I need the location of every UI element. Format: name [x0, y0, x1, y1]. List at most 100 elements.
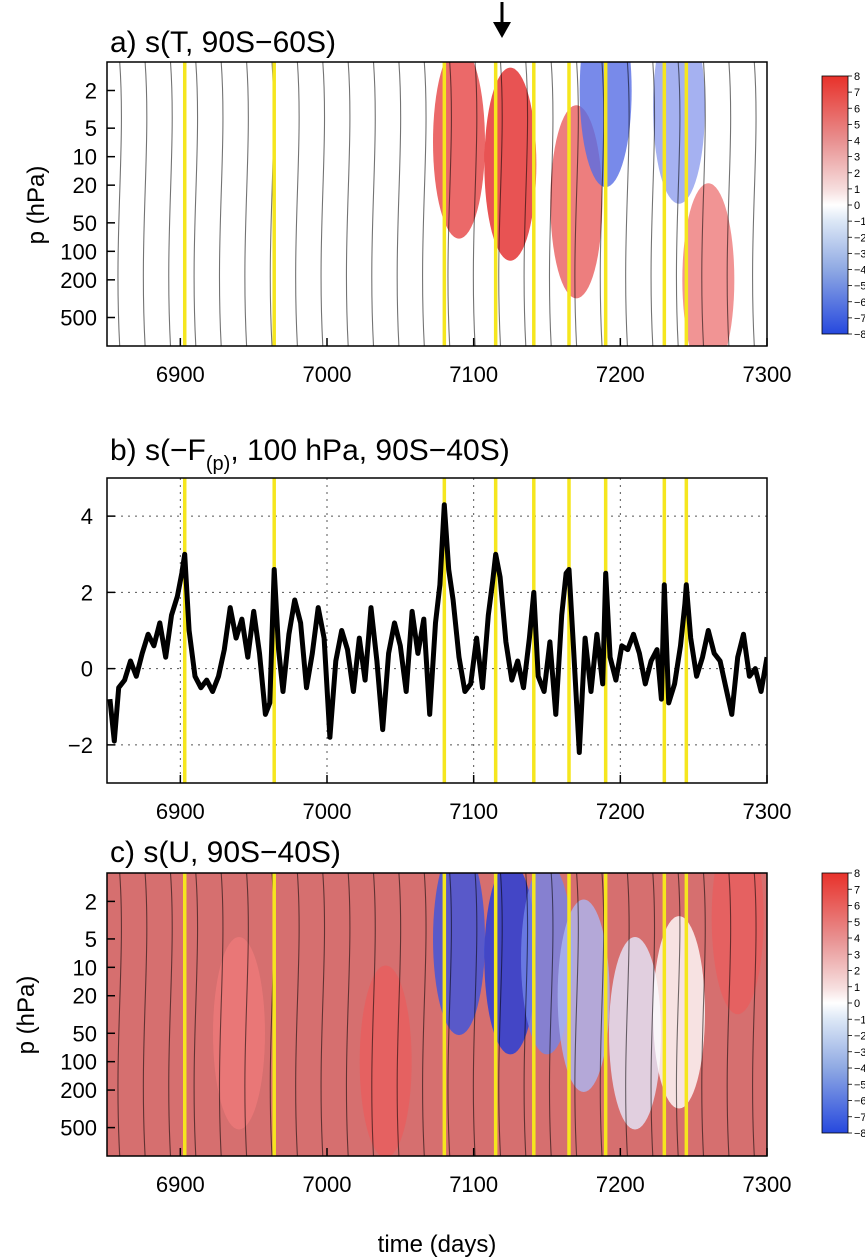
panel-c-colorbar-label-4: 4 — [854, 933, 860, 945]
panel-b-xtick-4: 7300 — [743, 799, 792, 824]
panel-a-ytick-4: 50 — [73, 211, 97, 236]
panel-a-contour-0 — [117, 62, 122, 346]
panel-c-colorbar-label-0: 8 — [854, 868, 860, 880]
panel-c-colorbar-label-10: −2 — [854, 1031, 865, 1043]
panel-c-contour-18 — [574, 873, 579, 1156]
panel-a-colorbar-bar — [821, 75, 849, 335]
panel-a-colorbar-label-13: −5 — [854, 281, 865, 293]
panel-c-feature-8 — [711, 873, 764, 1015]
panel-c-colorbar-label-15: −7 — [854, 1112, 865, 1124]
panel-a-contour-17 — [548, 62, 554, 346]
panel-a-contour-5 — [244, 62, 249, 346]
panel-a-colorbar-label-15: −7 — [854, 313, 865, 325]
down-arrow-head-icon — [493, 22, 511, 38]
panel-c-frame — [106, 872, 768, 1157]
panel-c-xlabel: time (days) — [378, 1231, 497, 1258]
panel-c-contour-25 — [752, 873, 757, 1156]
panel-c-xtick-2: 7100 — [449, 1172, 498, 1197]
panel-c-contour-2 — [168, 873, 173, 1156]
panel-a-title: a) s(T, 90S−60S) — [110, 26, 336, 59]
panel-a-contour-20 — [625, 62, 630, 346]
panel-c-colorbar-label-8: 0 — [854, 998, 860, 1010]
panel-a-ytick-2: 10 — [73, 145, 97, 170]
panel-c-contour-3 — [193, 873, 199, 1156]
panel-c-contour-7 — [295, 873, 300, 1156]
panel-c-colorbar-bar — [821, 872, 849, 1134]
panel-a-ytick-1: 5 — [85, 116, 97, 141]
panel-c-contour-22 — [675, 873, 681, 1156]
panel-a-feature-0 — [433, 62, 485, 239]
panel-c-colorbar-label-7: 1 — [854, 982, 860, 994]
panel-a-colorbar-label-7: 1 — [854, 184, 860, 196]
panel-c-ytick-7: 500 — [60, 1116, 97, 1141]
panel-a-contour-2 — [168, 62, 173, 346]
panel-a-contour-11 — [396, 62, 402, 346]
panel-c-title: c) s(U, 90S−40S) — [110, 836, 341, 869]
panel-a-xtick-4: 7300 — [743, 362, 792, 387]
panel-a-colorbar-label-14: −6 — [854, 297, 865, 309]
panel-a-colorbar-label-16: −8 — [854, 329, 865, 341]
panel-c-colorbar-label-6: 2 — [854, 966, 860, 978]
panel-a-colorbar-label-9: −1 — [854, 216, 865, 228]
panel-a-contour-15 — [498, 62, 503, 346]
panel-c-contour-8 — [320, 873, 326, 1156]
panel-c-ytick-5: 100 — [60, 1050, 97, 1075]
panel-c-contour-15 — [498, 873, 503, 1156]
panel-a-colorbar-label-2: 6 — [854, 103, 860, 115]
panel-c-ytick-2: 10 — [73, 955, 97, 980]
panel-c-contour-1 — [142, 873, 148, 1156]
panel-c-contour-13 — [447, 873, 452, 1156]
panel-b-frame — [106, 477, 768, 784]
panel-a-colorbar: 8 7 6 5 4 3 2 1 0 −1 −2 −3 −4 −5 −6 −7 −8 — [821, 71, 865, 341]
panel-c-contour-19 — [599, 873, 605, 1156]
panel-b-title: b) s(−F(p), 100 hPa, 90S−40S) — [110, 434, 510, 475]
panel-c-contour-16 — [523, 873, 529, 1156]
panel-a-contour-1 — [142, 62, 148, 346]
panel-c-contour-14 — [472, 873, 478, 1156]
panel-a-contour-21 — [650, 62, 656, 346]
panel-c-feature-6 — [359, 965, 412, 1156]
panel-c-contour-17 — [548, 873, 554, 1156]
panel-a-colorbar-label-6: 2 — [854, 168, 860, 180]
panel-c-contour-21 — [650, 873, 656, 1156]
panel-b-ytick-3: 4 — [81, 504, 93, 529]
panel-c-contour-10 — [371, 873, 376, 1156]
panel-a-ytick-6: 200 — [60, 268, 97, 293]
panel-c-xtick-0: 6900 — [156, 1172, 205, 1197]
panel-b-xtick-2: 7100 — [449, 799, 498, 824]
panel-a-contour-13 — [447, 62, 452, 346]
panel-a-contour-18 — [574, 62, 579, 346]
panel-a-contour-7 — [295, 62, 300, 346]
panel-c-contour-12 — [422, 873, 427, 1156]
panel-b-title-rest: , 100 hPa, 90S−40S) — [230, 434, 509, 467]
panel-a-xtick-1: 7000 — [303, 362, 352, 387]
panel-c-xtick-4: 7300 — [743, 1172, 792, 1197]
panel-c-colorbar-label-1: 7 — [854, 884, 860, 896]
panel-c-contour-20 — [625, 873, 630, 1156]
panel-a-contour-10 — [371, 62, 376, 346]
panel-c-colorbar-label-12: −4 — [854, 1063, 865, 1075]
panel-a-colorbar-label-5: 3 — [854, 152, 860, 164]
panel-a-colorbar-label-0: 8 — [854, 71, 860, 83]
panel-a-colorbar-label-12: −4 — [854, 265, 865, 277]
panel-c-contour-24 — [726, 873, 732, 1156]
panel-c-xtick-3: 7200 — [596, 1172, 645, 1197]
panel-c-ytick-3: 20 — [73, 984, 97, 1009]
panel-a-contour-22 — [675, 62, 681, 346]
panel-c-colorbar-label-16: −8 — [854, 1128, 865, 1140]
panel-c-contour-0 — [117, 873, 122, 1156]
panel-c-colorbar: 8 7 6 5 4 3 2 1 0 −1 −2 −3 −4 −5 −6 −7 −8 — [821, 868, 865, 1140]
panel-a-xtick-0: 6900 — [156, 362, 205, 387]
panel-c-contour-5 — [244, 873, 249, 1156]
panel-b: b) s(−F(p), 100 hPa, 90S−40S) 6900 7000 71… — [68, 434, 792, 824]
panel-a-contour-14 — [472, 62, 478, 346]
panel-b-xtick-0: 6900 — [156, 799, 205, 824]
panel-a-colorbar-label-3: 5 — [854, 119, 860, 131]
panel-a-xtick-2: 7100 — [449, 362, 498, 387]
panel-a-contour-25 — [752, 62, 757, 346]
panel-c-colorbar-label-14: −6 — [854, 1096, 865, 1108]
panel-b-xtick-1: 7000 — [303, 799, 352, 824]
panel-a-ylabel: p (hPa) — [23, 166, 50, 245]
panel-c-colorbar-label-3: 5 — [854, 917, 860, 929]
